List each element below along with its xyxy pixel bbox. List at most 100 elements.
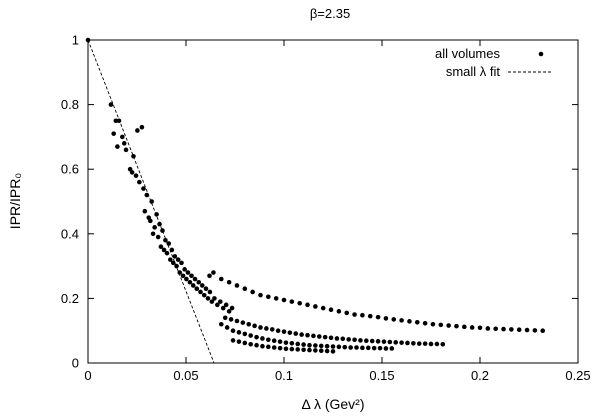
data-point bbox=[367, 313, 373, 319]
data-point bbox=[440, 341, 446, 347]
data-point bbox=[381, 339, 387, 344]
data-point bbox=[236, 330, 242, 335]
data-point bbox=[330, 349, 336, 354]
data-point bbox=[342, 344, 348, 350]
data-point bbox=[211, 270, 216, 275]
data-point bbox=[336, 344, 342, 350]
data-point bbox=[258, 325, 263, 330]
data-point bbox=[399, 340, 404, 345]
data-point bbox=[141, 186, 146, 191]
data-point bbox=[469, 325, 475, 330]
y-axis: 0 0.2 0.4 0.6 0.8 1 bbox=[61, 33, 578, 371]
data-point bbox=[405, 340, 410, 346]
data-point bbox=[148, 218, 153, 224]
data-point bbox=[164, 250, 170, 256]
data-point bbox=[485, 326, 491, 331]
data-point bbox=[346, 337, 351, 342]
data-point bbox=[330, 344, 336, 349]
data-point bbox=[307, 347, 312, 353]
legend-label-small-lambda-fit: small λ fit bbox=[446, 64, 501, 79]
data-point bbox=[234, 318, 240, 324]
data-point bbox=[462, 324, 467, 330]
x-axis-label: Δ λ (Gev²) bbox=[301, 396, 364, 412]
x-tick-label: 0.1 bbox=[275, 368, 293, 383]
data-point bbox=[328, 307, 334, 313]
data-point bbox=[271, 338, 277, 344]
data-point bbox=[187, 279, 193, 285]
data-point bbox=[352, 312, 357, 317]
data-point bbox=[313, 343, 318, 348]
data-point bbox=[150, 231, 156, 237]
data-point bbox=[266, 337, 271, 343]
data-point bbox=[177, 270, 183, 275]
data-point bbox=[252, 323, 257, 329]
data-point bbox=[182, 267, 187, 272]
data-point bbox=[240, 320, 246, 325]
data-point bbox=[301, 342, 306, 347]
data-point bbox=[201, 292, 207, 298]
data-point bbox=[194, 286, 200, 292]
data-point bbox=[493, 326, 498, 332]
data-point bbox=[383, 316, 389, 321]
data-point bbox=[224, 325, 230, 330]
data-point bbox=[222, 315, 228, 321]
data-point bbox=[516, 327, 522, 333]
y-tick-label: 0.6 bbox=[61, 162, 79, 177]
data-point bbox=[161, 247, 167, 253]
data-point bbox=[196, 279, 202, 285]
data-point bbox=[264, 326, 269, 331]
data-point bbox=[305, 302, 310, 308]
fit-line bbox=[87, 39, 215, 364]
data-point bbox=[438, 322, 444, 328]
data-point bbox=[313, 348, 318, 353]
data-point bbox=[205, 296, 211, 301]
data-point bbox=[160, 228, 165, 233]
data-point bbox=[242, 286, 248, 292]
data-point bbox=[299, 332, 304, 337]
data-point bbox=[358, 338, 363, 343]
data-point bbox=[348, 345, 353, 350]
data-point bbox=[218, 276, 224, 282]
data-point bbox=[135, 128, 140, 133]
data-point bbox=[389, 346, 395, 351]
data-point bbox=[344, 310, 350, 316]
data-point bbox=[230, 338, 236, 343]
data-point bbox=[371, 345, 377, 351]
data-point bbox=[354, 345, 359, 350]
data-point bbox=[365, 345, 371, 351]
data-point bbox=[123, 147, 129, 153]
data-point bbox=[266, 344, 271, 350]
data-point bbox=[190, 283, 196, 288]
data-point bbox=[236, 339, 242, 344]
data-point bbox=[275, 328, 281, 334]
data-point bbox=[328, 335, 334, 341]
data-point bbox=[228, 317, 234, 322]
data-point bbox=[509, 327, 514, 332]
data-point bbox=[273, 296, 279, 301]
data-point bbox=[393, 340, 399, 345]
data-point bbox=[318, 343, 324, 349]
data-point bbox=[180, 273, 186, 279]
data-point bbox=[334, 336, 340, 341]
plot-frame bbox=[87, 39, 579, 364]
data-point bbox=[289, 340, 295, 346]
data-point bbox=[121, 141, 127, 146]
data-point bbox=[422, 341, 428, 346]
data-point bbox=[283, 340, 289, 345]
data-point bbox=[172, 254, 178, 259]
x-tick-label: 0.05 bbox=[173, 368, 198, 383]
data-point bbox=[198, 289, 203, 295]
data-point bbox=[137, 179, 142, 185]
data-point bbox=[166, 241, 172, 246]
data-point bbox=[324, 348, 330, 354]
plot-area bbox=[85, 37, 546, 364]
data-point bbox=[185, 270, 191, 275]
data-point bbox=[434, 341, 440, 347]
data-point bbox=[307, 342, 312, 348]
legend-marker-all-volumes bbox=[538, 51, 544, 57]
data-point bbox=[364, 338, 369, 344]
data-point bbox=[532, 328, 538, 333]
y-tick-label: 1 bbox=[72, 33, 79, 48]
data-point bbox=[203, 286, 209, 292]
